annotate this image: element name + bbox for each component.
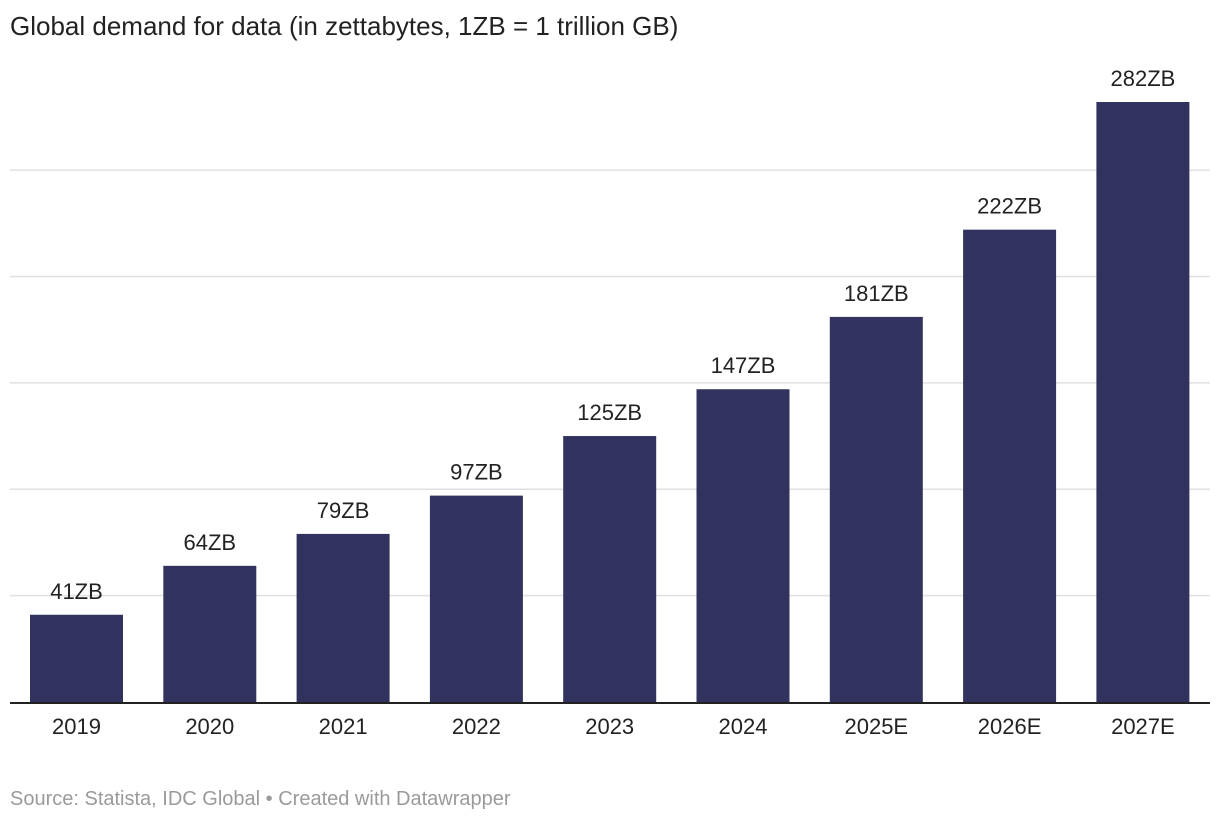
bar-2020 xyxy=(163,565,257,702)
bar-2019 xyxy=(30,614,123,702)
x-tick-2020: 2020 xyxy=(185,714,234,739)
bars xyxy=(30,102,1190,702)
x-tick-2025e: 2025E xyxy=(844,714,908,739)
chart-title: Global demand for data (in zettabytes, 1… xyxy=(10,11,679,41)
bar-2023 xyxy=(563,436,657,702)
data-label-2025e: 181ZB xyxy=(844,281,909,306)
data-labels: 41ZB 64ZB 79ZB 97ZB 125ZB 147ZB 181ZB 222ZB 282Z… xyxy=(50,66,1175,604)
x-tick-2024: 2024 xyxy=(719,714,768,739)
x-tick-2022: 2022 xyxy=(452,714,501,739)
bar-2027e xyxy=(1096,102,1190,702)
x-tick-2019: 2019 xyxy=(52,714,101,739)
data-label-2024: 147ZB xyxy=(711,353,776,378)
x-tick-2026e: 2026E xyxy=(978,714,1042,739)
bar-2026e xyxy=(963,229,1057,702)
source-footer: Source: Statista, IDC Global • Created w… xyxy=(10,788,511,810)
x-tick-2021: 2021 xyxy=(319,714,368,739)
x-axis-ticks: 2019 2020 2021 2022 2023 2024 2025E 2026E 2027E xyxy=(52,714,1175,739)
data-label-2022: 97ZB xyxy=(450,460,503,485)
data-label-2020: 64ZB xyxy=(184,530,237,555)
data-label-2021: 79ZB xyxy=(317,498,370,523)
data-label-2026e: 222ZB xyxy=(977,194,1042,219)
bar-2021 xyxy=(296,533,390,702)
bar-2024 xyxy=(696,389,790,702)
bar-2025e xyxy=(829,316,923,702)
data-label-2019: 41ZB xyxy=(50,579,103,604)
x-tick-2023: 2023 xyxy=(585,714,634,739)
data-label-2023: 125ZB xyxy=(577,400,642,425)
data-label-2027e: 282ZB xyxy=(1110,66,1175,91)
x-tick-2027e: 2027E xyxy=(1111,714,1175,739)
bar-2022 xyxy=(429,495,523,702)
